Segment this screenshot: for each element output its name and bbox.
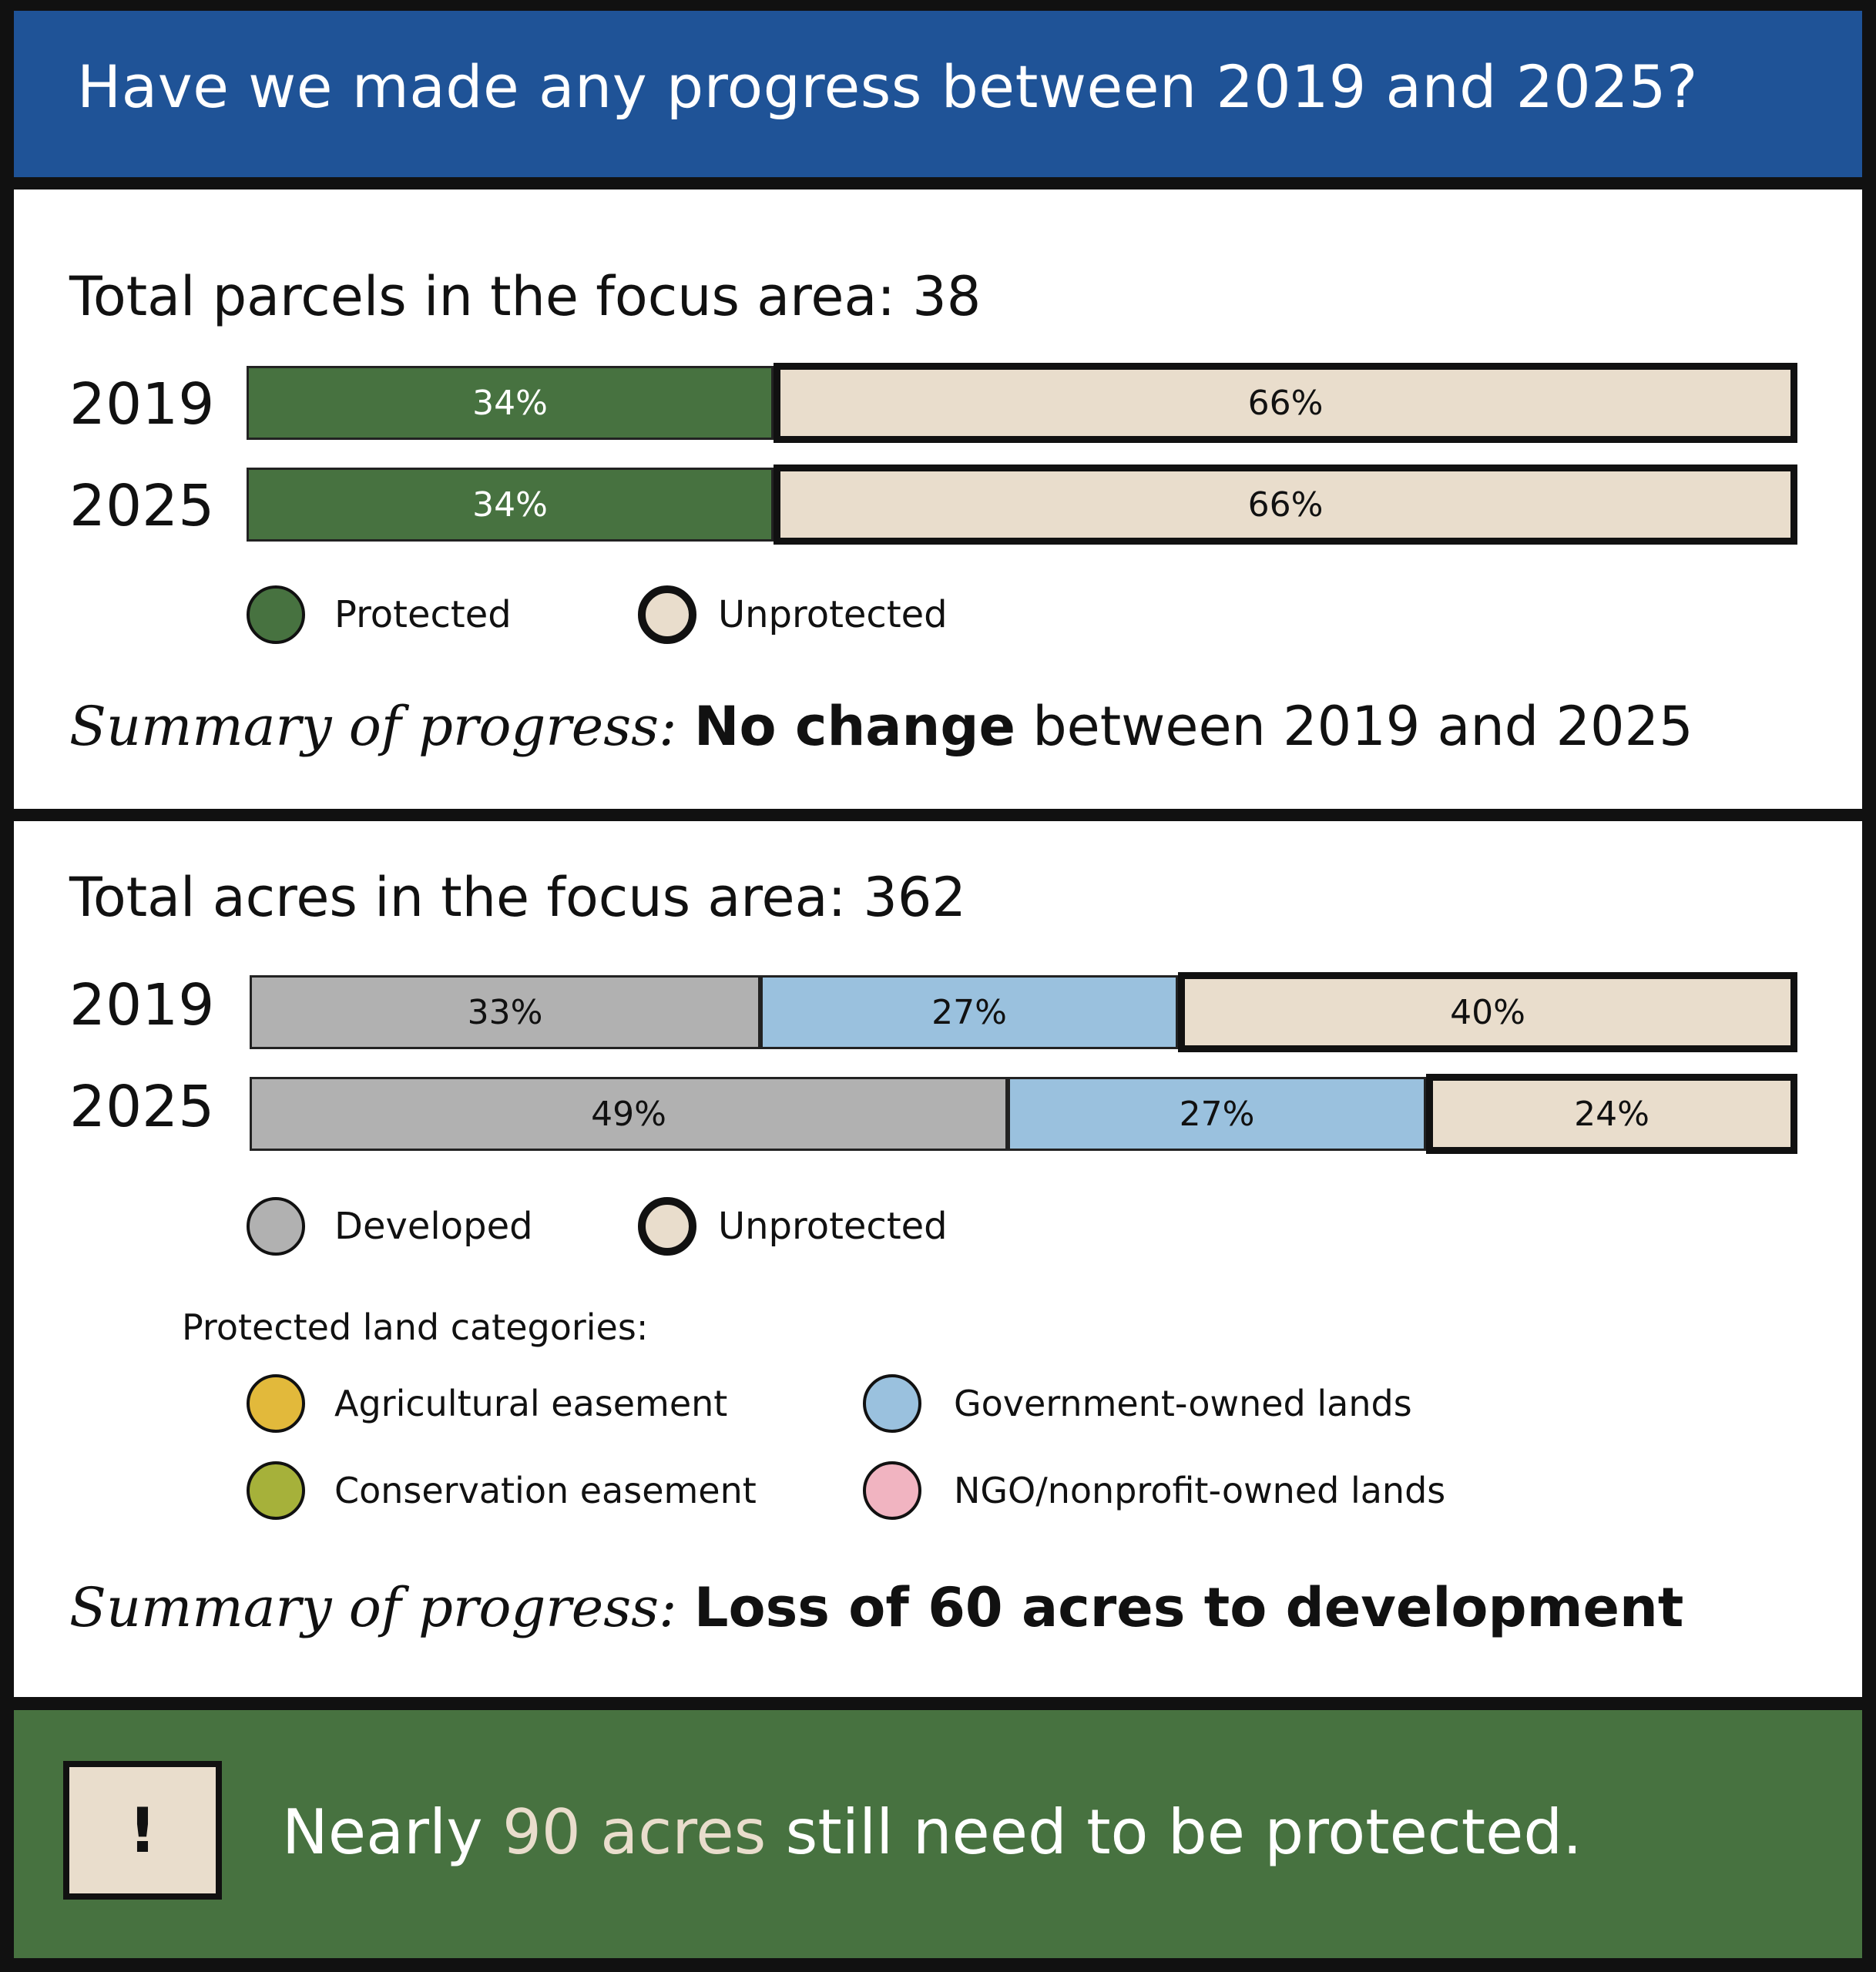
parcels-panel: Total parcels in the focus area: 38 2019…: [14, 189, 1862, 809]
category-label: Conservation easement: [334, 1470, 757, 1511]
data-label: 34%: [472, 383, 548, 423]
data-label: 40%: [1450, 992, 1525, 1032]
category-label: Government-owned lands: [954, 1383, 1412, 1424]
legend-label: Unprotected: [718, 1205, 948, 1248]
summary-strong: Loss of 60 acres to development: [693, 1576, 1684, 1639]
data-label: 24%: [1574, 1094, 1649, 1134]
category-ngo: NGO/nonprofit-owned lands: [863, 1461, 1445, 1520]
callout-pre: Nearly: [282, 1796, 502, 1868]
parcels-summary: Summary of progress: No change between 2…: [69, 695, 1693, 758]
data-label: 66%: [1247, 485, 1324, 525]
acres-summary: Summary of progress: Loss of 60 acres to…: [69, 1576, 1683, 1639]
category-government: Government-owned lands: [863, 1374, 1412, 1433]
header-banner: Have we made any progress between 2019 a…: [14, 11, 1862, 177]
protected-swatch-icon: [247, 585, 305, 644]
acres-bar-2019: 33% 27% 40%: [250, 972, 1797, 1052]
data-label: 27%: [931, 992, 1007, 1032]
acres-title: Total acres in the focus area: 362: [69, 866, 966, 929]
data-label: 49%: [591, 1094, 666, 1134]
agricultural-swatch-icon: [247, 1374, 305, 1433]
parcels-title: Total parcels in the focus area: 38: [69, 265, 982, 328]
conservation-swatch-icon: [247, 1461, 305, 1520]
bar-segment-unprotected: 66%: [774, 363, 1797, 443]
bar-segment-government-owned-lands: 27%: [1008, 1077, 1426, 1151]
legend-unprotected: Unprotected: [638, 1197, 948, 1256]
summary-lead: Summary of progress:: [69, 695, 677, 758]
category-conservation: Conservation easement: [247, 1461, 757, 1520]
alert-icon: !: [63, 1761, 222, 1900]
category-label: Agricultural easement: [334, 1383, 728, 1424]
acres-year-label: 2025: [69, 1074, 215, 1140]
parcels-bar-2025: 34% 66%: [247, 464, 1797, 545]
parcels-year-label: 2025: [69, 473, 215, 539]
legend-developed: Developed: [247, 1197, 533, 1256]
categories-heading: Protected land categories:: [182, 1306, 649, 1348]
bar-segment-protected: 34%: [247, 366, 774, 440]
callout-banner: ! Nearly 90 acres still need to be prote…: [14, 1710, 1862, 1958]
data-label: 27%: [1179, 1094, 1255, 1134]
acres-bar-2025: 49% 27% 24%: [250, 1074, 1797, 1154]
bar-segment-unprotected: 66%: [774, 464, 1797, 545]
data-label: 33%: [467, 992, 543, 1032]
legend-unprotected: Unprotected: [638, 585, 948, 644]
legend-label: Protected: [334, 593, 512, 636]
parcels-bar-2019: 34% 66%: [247, 363, 1797, 443]
legend-label: Unprotected: [718, 593, 948, 636]
category-agricultural: Agricultural easement: [247, 1374, 727, 1433]
summary-strong: No change: [693, 695, 1015, 758]
legend-label: Developed: [334, 1205, 533, 1248]
data-label: 66%: [1247, 383, 1324, 423]
summary-rest: between 2019 and 2025: [1015, 695, 1693, 758]
acres-panel: Total acres in the focus area: 362 2019 …: [14, 821, 1862, 1697]
bar-segment-unprotected: 40%: [1178, 972, 1797, 1052]
unprotected-swatch-icon: [638, 585, 696, 644]
ngo-swatch-icon: [863, 1461, 921, 1520]
legend-protected: Protected: [247, 585, 512, 644]
government-swatch-icon: [863, 1374, 921, 1433]
page-title: Have we made any progress between 2019 a…: [77, 52, 1698, 121]
data-label: 34%: [472, 485, 548, 525]
bar-segment-unprotected: 24%: [1426, 1074, 1797, 1154]
parcels-year-label: 2019: [69, 371, 215, 438]
summary-lead: Summary of progress:: [69, 1576, 677, 1639]
acres-year-label: 2019: [69, 972, 215, 1038]
callout-post: still need to be protected.: [766, 1796, 1582, 1868]
callout-highlight: 90 acres: [502, 1796, 767, 1868]
bar-segment-developed: 33%: [250, 975, 760, 1049]
category-label: NGO/nonprofit-owned lands: [954, 1470, 1446, 1511]
bar-segment-government-owned-lands: 27%: [760, 975, 1178, 1049]
developed-swatch-icon: [247, 1197, 305, 1256]
bar-segment-developed: 49%: [250, 1077, 1008, 1151]
callout-text: Nearly 90 acres still need to be protect…: [282, 1796, 1582, 1868]
bar-segment-protected: 34%: [247, 468, 774, 542]
unprotected-swatch-icon: [638, 1197, 696, 1256]
